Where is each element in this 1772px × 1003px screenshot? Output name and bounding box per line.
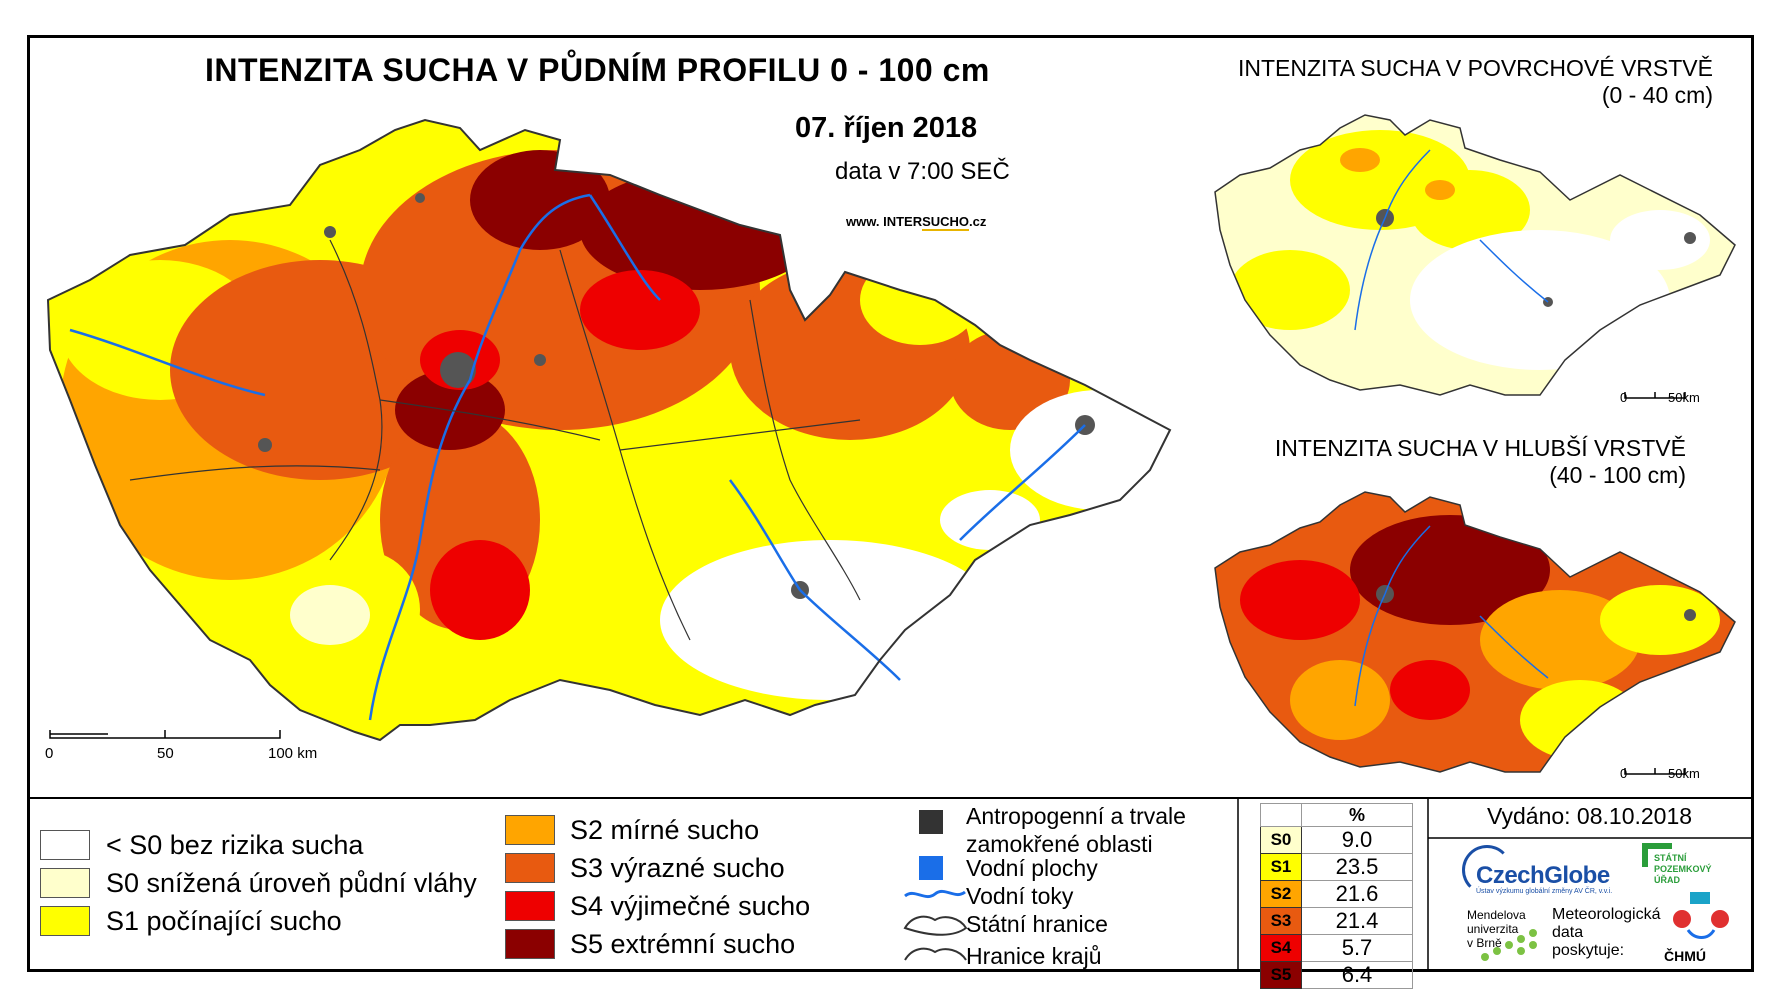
website-link[interactable]: www. INTERSUCHO.cz bbox=[846, 214, 987, 231]
surface-inset-title: INTENZITA SUCHA V POVRCHOVÉ VRSTVĚ (0 - … bbox=[1238, 55, 1713, 108]
legend-label-s1: S1 počínající sucho bbox=[106, 906, 342, 936]
legend-region-border: Hranice krajů bbox=[966, 943, 1102, 969]
deep-inset-title: INTENZITA SUCHA V HLUBŠÍ VRSTVĚ (40 - 10… bbox=[1274, 435, 1686, 488]
deep-scale-50: 50km bbox=[1668, 766, 1700, 781]
czechglobe-logo-icon bbox=[1462, 845, 1512, 895]
map-date: 07. říjen 2018 bbox=[795, 112, 978, 144]
stats-row: S4 5.7 bbox=[1260, 934, 1413, 962]
map-frame bbox=[27, 35, 1754, 972]
stats-row: S0 9.0 bbox=[1260, 826, 1413, 854]
mendel-university-logo: Mendelova univerzita v Brně bbox=[1467, 908, 1526, 950]
legend-label-s5: S5 extrémní sucho bbox=[570, 929, 796, 959]
meteo-data-provider: Meteorologická data poskytuje: bbox=[1552, 906, 1661, 959]
legend-swatch-s3 bbox=[505, 853, 555, 883]
spu-logo: STÁTNÍ POZEMKOVÝ ÚŘAD bbox=[1654, 853, 1712, 885]
water-body-symbol bbox=[919, 856, 943, 880]
legend-swatch-s0 bbox=[40, 868, 90, 898]
stats-header-row: % bbox=[1260, 803, 1413, 827]
czechglobe-logo: CzechGlobe bbox=[1476, 862, 1610, 889]
stats-row: S3 21.4 bbox=[1260, 907, 1413, 935]
data-time: data v 7:00 SEČ bbox=[835, 158, 1010, 185]
legend-divider bbox=[27, 797, 1754, 799]
drought-stats-table: % S0 9.0 S1 23.5 S2 21.6 S3 21.4 S4 5.7 S5 6.4 bbox=[1260, 803, 1413, 989]
anthropogenic-symbol bbox=[919, 810, 943, 834]
legend-label-s2: S2 mírné sucho bbox=[570, 815, 760, 845]
legend-anthropogenic: Antropogenní a trvale zamokřené oblasti bbox=[966, 803, 1186, 857]
legend-label-s4: S4 výjimečné sucho bbox=[570, 891, 811, 921]
stats-header-percent: % bbox=[1301, 803, 1413, 827]
legend-label-none: < S0 bez rizika sucha bbox=[106, 830, 364, 860]
surface-scale-0: 0 bbox=[1620, 390, 1628, 405]
stats-row: S2 21.6 bbox=[1260, 880, 1413, 908]
legend-label-s3: S3 výrazné sucho bbox=[570, 853, 785, 883]
legend-water-bodies: Vodní plochy bbox=[966, 855, 1098, 881]
surface-scale-50: 50km bbox=[1668, 390, 1700, 405]
scale-label-0: 0 bbox=[45, 745, 54, 762]
legend-label-s0: S0 snížená úroveň půdní vláhy bbox=[106, 868, 477, 898]
map-title: INTENZITA SUCHA V PŮDNÍM PROFILU 0 - 100… bbox=[205, 52, 990, 88]
chmu-logo: ČHMÚ bbox=[1664, 948, 1706, 964]
legend-swatch-s2 bbox=[505, 815, 555, 845]
deep-scale-0: 0 bbox=[1620, 766, 1628, 781]
czechglobe-subtitle: Ústav výzkumu globální změny AV ČR, v.v.… bbox=[1476, 888, 1613, 895]
legend-state-border: Státní hranice bbox=[966, 911, 1108, 937]
legend-swatch-none bbox=[40, 830, 90, 860]
stats-row: S1 23.5 bbox=[1260, 853, 1413, 881]
legend-swatch-s1 bbox=[40, 906, 90, 936]
legend-swatch-s4 bbox=[505, 891, 555, 921]
legend-swatch-s5 bbox=[505, 929, 555, 959]
scale-label-50: 50 bbox=[157, 745, 174, 762]
scale-label-100: 100 km bbox=[268, 745, 318, 762]
stats-row: S5 6.4 bbox=[1260, 961, 1413, 989]
legend-water-courses: Vodní toky bbox=[966, 883, 1074, 909]
issued-date: Vydáno: 08.10.2018 bbox=[1487, 803, 1693, 829]
